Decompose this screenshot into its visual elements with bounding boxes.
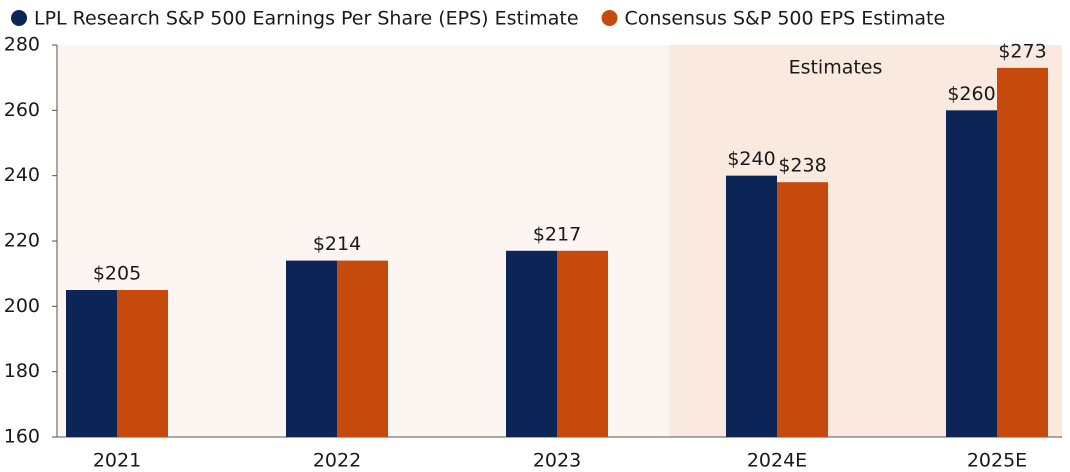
y-tick-label: 180 — [4, 360, 40, 382]
y-tick-label: 200 — [4, 295, 40, 317]
x-tick-label: 2025E — [967, 450, 1027, 472]
legend-marker — [11, 10, 27, 26]
bar — [946, 110, 997, 437]
x-tick-label: 2024E — [747, 450, 807, 472]
annotation: Estimates — [789, 57, 883, 79]
value-label: $214 — [313, 233, 361, 255]
bar — [286, 260, 337, 437]
bar — [777, 182, 828, 437]
value-label: $217 — [533, 223, 581, 245]
legend-label: Consensus S&P 500 EPS Estimate — [625, 8, 946, 30]
bar — [66, 290, 117, 437]
legend-marker — [601, 10, 618, 26]
y-tick-label: 240 — [4, 164, 40, 186]
bar — [506, 250, 557, 437]
x-tick-label: 2022 — [313, 450, 361, 472]
y-tick-label: 280 — [4, 34, 40, 56]
x-tick-label: 2021 — [93, 450, 141, 472]
bar — [117, 290, 168, 437]
value-label: $240 — [727, 148, 775, 170]
y-tick-label: 160 — [4, 426, 40, 448]
bar — [337, 260, 388, 437]
bar — [726, 175, 777, 437]
x-tick-label: 2023 — [533, 450, 581, 472]
legend-label: LPL Research S&P 500 Earnings Per Share … — [34, 8, 579, 30]
bar — [997, 67, 1048, 437]
value-label: $260 — [947, 83, 995, 105]
y-tick-label: 220 — [4, 230, 40, 252]
bar — [557, 250, 608, 437]
value-label: $205 — [93, 263, 141, 285]
y-tick-label: 260 — [4, 99, 40, 121]
value-label: $273 — [998, 40, 1046, 62]
value-label: $238 — [778, 155, 826, 177]
